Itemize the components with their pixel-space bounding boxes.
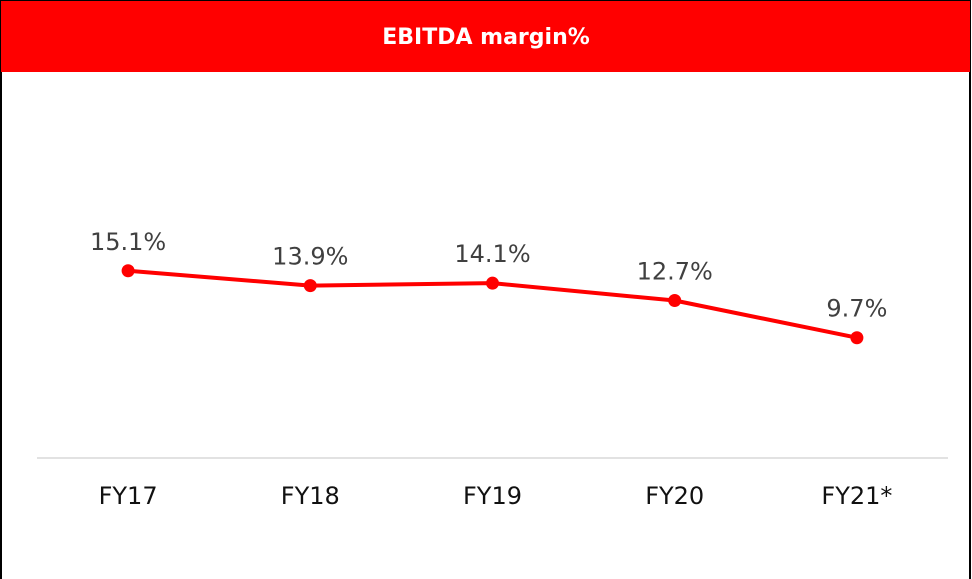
value-label: 15.1%	[90, 228, 166, 256]
x-tick-label: FY19	[463, 482, 522, 510]
x-tick-label: FY21*	[821, 482, 892, 510]
point	[303, 279, 317, 293]
point	[668, 294, 682, 308]
value-label: 14.1%	[454, 240, 530, 268]
point	[486, 276, 499, 290]
value-label: 13.9%	[272, 243, 348, 271]
x-tick-label: FY17	[99, 482, 158, 510]
x-tick-label: FY20	[645, 482, 704, 510]
header-bar	[1, 1, 970, 72]
chart-title: EBITDA margin%	[382, 25, 590, 50]
value-label: 12.7%	[637, 258, 713, 286]
point	[850, 331, 864, 345]
point	[121, 264, 135, 278]
value-label: 9.7%	[826, 295, 887, 323]
x-tick-label: FY18	[281, 482, 340, 510]
